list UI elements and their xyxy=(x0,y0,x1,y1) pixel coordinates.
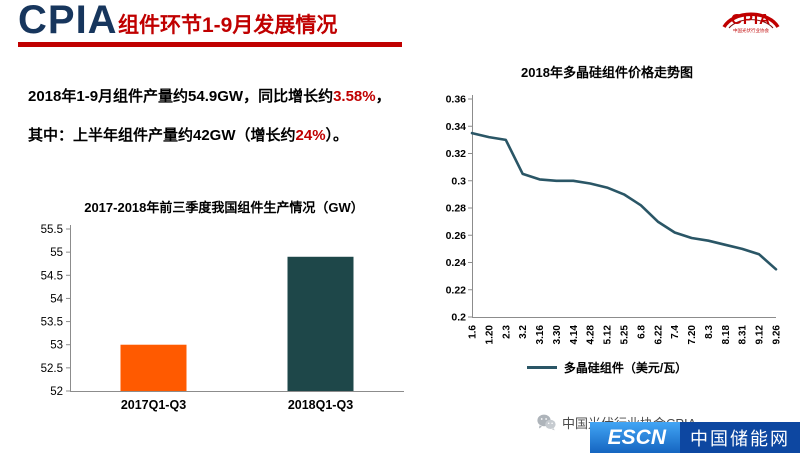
svg-text:3.2: 3.2 xyxy=(518,325,529,339)
svg-text:0.2: 0.2 xyxy=(451,312,466,324)
bar-chart-title: 2017-2018年前三季度我国组件生产情况（GW） xyxy=(84,200,364,215)
svg-text:4.28: 4.28 xyxy=(586,325,597,345)
svg-text:0.34: 0.34 xyxy=(446,121,467,133)
summary-block: 2018年1-9月组件产量约54.9GW，同比增长约3.58%， 其中：上半年组… xyxy=(28,86,418,164)
bar-chart-svg: 52 52.5 53 53.5 54 54.5 55 55.5 2017Q1-Q3 2018Q1-… xyxy=(41,224,404,412)
line-chart-legend: 多晶硅组件（美元/瓦） xyxy=(430,359,784,376)
summary-line-2-tail: ）。 xyxy=(325,126,349,144)
svg-text:3.30: 3.30 xyxy=(552,325,563,345)
svg-text:2017Q1-Q3: 2017Q1-Q3 xyxy=(121,398,186,412)
svg-text:9.12: 9.12 xyxy=(755,325,766,345)
svg-text:1.6: 1.6 xyxy=(468,325,479,339)
cpia-emblem-arc-icon xyxy=(722,12,780,29)
svg-text:8.31: 8.31 xyxy=(738,325,749,345)
summary-line-1-highlight: 3.58% xyxy=(333,88,376,105)
svg-text:0.36: 0.36 xyxy=(446,94,467,106)
svg-text:0.26: 0.26 xyxy=(446,230,467,242)
svg-text:2018Q1-Q3: 2018Q1-Q3 xyxy=(288,398,353,412)
svg-text:0.22: 0.22 xyxy=(446,284,467,296)
svg-text:53.5: 53.5 xyxy=(41,317,63,329)
svg-text:52.5: 52.5 xyxy=(41,363,63,375)
svg-text:54.5: 54.5 xyxy=(41,270,63,282)
summary-line-1: 2018年1-9月组件产量约54.9GW，同比增长约3.58%， xyxy=(28,86,418,108)
title-underline xyxy=(18,42,402,47)
svg-text:3.16: 3.16 xyxy=(535,325,546,345)
svg-text:7.4: 7.4 xyxy=(670,325,681,339)
page-title: 组件环节1-9月发展情况 xyxy=(118,14,338,37)
svg-text:1.20: 1.20 xyxy=(484,325,495,345)
svg-text:54: 54 xyxy=(50,293,63,305)
summary-line-2-highlight: 24% xyxy=(295,126,326,144)
svg-text:8.3: 8.3 xyxy=(704,325,715,339)
legend-line-swatch xyxy=(526,366,557,369)
summary-line-1-tail: ， xyxy=(375,88,391,105)
summary-line-1-text: 2018年1-9月组件产量约54.9GW，同比增长约 xyxy=(28,88,334,105)
line-chart-title: 2018年多晶硅组件价格走势图 xyxy=(521,65,693,80)
svg-text:6.8: 6.8 xyxy=(636,325,647,339)
line-chart-svg: 0.2 0.22 0.24 0.26 0.28 0.3 0.32 0.34 0.36 1.6 1.2… xyxy=(446,94,783,345)
svg-text:5.12: 5.12 xyxy=(603,325,614,345)
legend-label: 多晶硅组件（美元/瓦） xyxy=(563,361,688,375)
svg-text:55: 55 xyxy=(50,247,63,259)
svg-text:6.22: 6.22 xyxy=(653,325,664,345)
svg-text:4.14: 4.14 xyxy=(569,325,580,345)
svg-text:55.5: 55.5 xyxy=(41,224,63,236)
svg-text:0.32: 0.32 xyxy=(446,148,467,160)
svg-text:0.24: 0.24 xyxy=(446,257,467,269)
cpia-emblem-subtext: 中国光伏行业协会 xyxy=(732,28,769,34)
svg-text:8.18: 8.18 xyxy=(721,325,732,345)
svg-text:0.3: 0.3 xyxy=(451,175,466,187)
bar-chart: 2017-2018年前三季度我国组件生产情况（GW） 52 52.5 53 53.5 5… xyxy=(30,197,418,415)
svg-text:0.28: 0.28 xyxy=(446,203,467,215)
cpia-emblem: CPIA 中国光伏行业协会 xyxy=(716,3,786,51)
escn-logo: ESCN 中国储能网 xyxy=(589,422,800,453)
line-chart: 2018年多晶硅组件价格走势图 0.2 0.22 0.24 0.26 0.28 0.3 0.… xyxy=(430,62,784,376)
summary-line-2: 其中：上半年组件产量约42GW（增长约24%）。 xyxy=(28,125,418,147)
svg-text:52: 52 xyxy=(50,386,63,398)
escn-brand-text: ESCN xyxy=(589,422,680,453)
wechat-icon xyxy=(537,414,556,431)
escn-site-name: 中国储能网 xyxy=(680,422,800,453)
svg-text:7.20: 7.20 xyxy=(687,325,698,345)
svg-text:2.3: 2.3 xyxy=(501,325,512,339)
summary-line-2-text: 其中：上半年组件产量约42GW（增长约 xyxy=(28,126,296,144)
svg-text:9.26: 9.26 xyxy=(772,325,783,345)
cpia-emblem-text: CPIA xyxy=(731,11,771,28)
svg-text:5.25: 5.25 xyxy=(620,325,631,345)
cpia-wordmark: CPIA xyxy=(18,0,118,42)
svg-text:53: 53 xyxy=(50,340,63,352)
